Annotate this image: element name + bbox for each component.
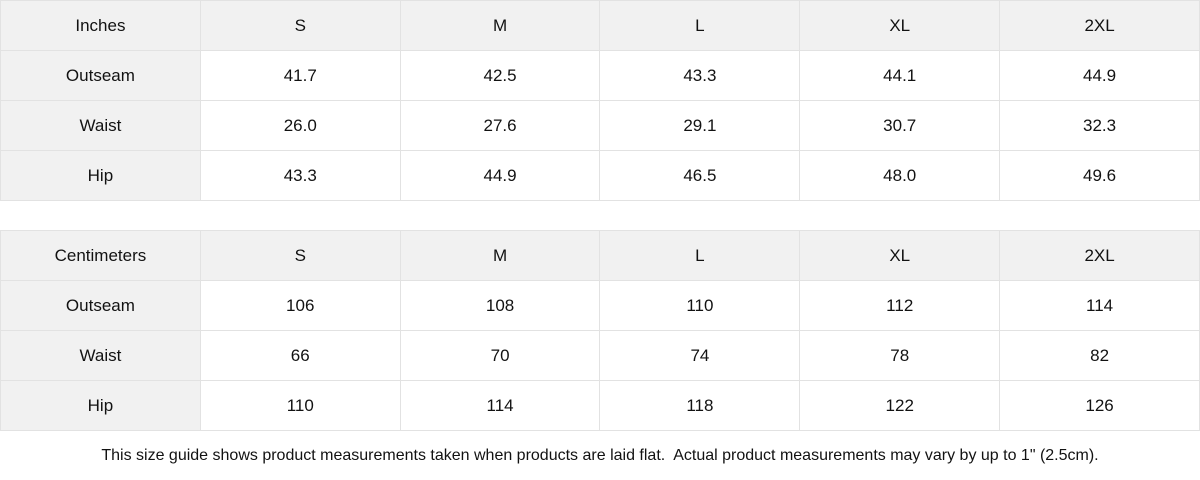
value-cell: 41.7: [199, 50, 401, 101]
value-cell: 44.9: [999, 50, 1200, 101]
value-cell: 118: [599, 380, 801, 431]
table-gap: [0, 201, 1200, 230]
table-header-row: Inches S M L XL 2XL: [0, 0, 1200, 51]
value-cell: 110: [199, 380, 401, 431]
value-cell: 126: [999, 380, 1200, 431]
unit-header-cell: Inches: [0, 0, 201, 51]
size-header-cell: L: [599, 0, 801, 51]
table-row: Outseam 106 108 110 112 114: [0, 280, 1200, 331]
row-label-cell: Hip: [0, 380, 201, 431]
size-header-cell: S: [199, 230, 401, 281]
value-cell: 66: [199, 330, 401, 381]
value-cell: 49.6: [999, 150, 1200, 201]
size-header-cell: M: [399, 230, 601, 281]
value-cell: 112: [799, 280, 1001, 331]
measurement-disclaimer: This size guide shows product measuremen…: [0, 431, 1200, 480]
table-row: Outseam 41.7 42.5 43.3 44.1 44.9: [0, 50, 1200, 101]
size-table-centimeters: Centimeters S M L XL 2XL Outseam 106 108…: [0, 230, 1200, 431]
table-row: Hip 43.3 44.9 46.5 48.0 49.6: [0, 150, 1200, 201]
row-label-cell: Waist: [0, 100, 201, 151]
value-cell: 26.0: [199, 100, 401, 151]
value-cell: 32.3: [999, 100, 1200, 151]
value-cell: 29.1: [599, 100, 801, 151]
unit-header-cell: Centimeters: [0, 230, 201, 281]
value-cell: 30.7: [799, 100, 1001, 151]
row-label-cell: Outseam: [0, 280, 201, 331]
value-cell: 48.0: [799, 150, 1001, 201]
value-cell: 122: [799, 380, 1001, 431]
row-label-cell: Outseam: [0, 50, 201, 101]
size-header-cell: 2XL: [999, 230, 1200, 281]
value-cell: 43.3: [199, 150, 401, 201]
table-header-row: Centimeters S M L XL 2XL: [0, 230, 1200, 281]
row-label-cell: Waist: [0, 330, 201, 381]
value-cell: 46.5: [599, 150, 801, 201]
value-cell: 70: [399, 330, 601, 381]
value-cell: 27.6: [399, 100, 601, 151]
value-cell: 42.5: [399, 50, 601, 101]
size-table-inches: Inches S M L XL 2XL Outseam 41.7 42.5 43…: [0, 0, 1200, 201]
table-row: Waist 66 70 74 78 82: [0, 330, 1200, 381]
value-cell: 114: [999, 280, 1200, 331]
size-header-cell: XL: [799, 230, 1001, 281]
value-cell: 74: [599, 330, 801, 381]
value-cell: 44.1: [799, 50, 1001, 101]
table-row: Waist 26.0 27.6 29.1 30.7 32.3: [0, 100, 1200, 151]
size-header-cell: S: [199, 0, 401, 51]
row-label-cell: Hip: [0, 150, 201, 201]
value-cell: 82: [999, 330, 1200, 381]
value-cell: 114: [399, 380, 601, 431]
value-cell: 78: [799, 330, 1001, 381]
value-cell: 108: [399, 280, 601, 331]
table-row: Hip 110 114 118 122 126: [0, 380, 1200, 431]
value-cell: 110: [599, 280, 801, 331]
size-header-cell: 2XL: [999, 0, 1200, 51]
size-header-cell: M: [399, 0, 601, 51]
value-cell: 44.9: [399, 150, 601, 201]
value-cell: 43.3: [599, 50, 801, 101]
size-header-cell: XL: [799, 0, 1001, 51]
size-header-cell: L: [599, 230, 801, 281]
value-cell: 106: [199, 280, 401, 331]
